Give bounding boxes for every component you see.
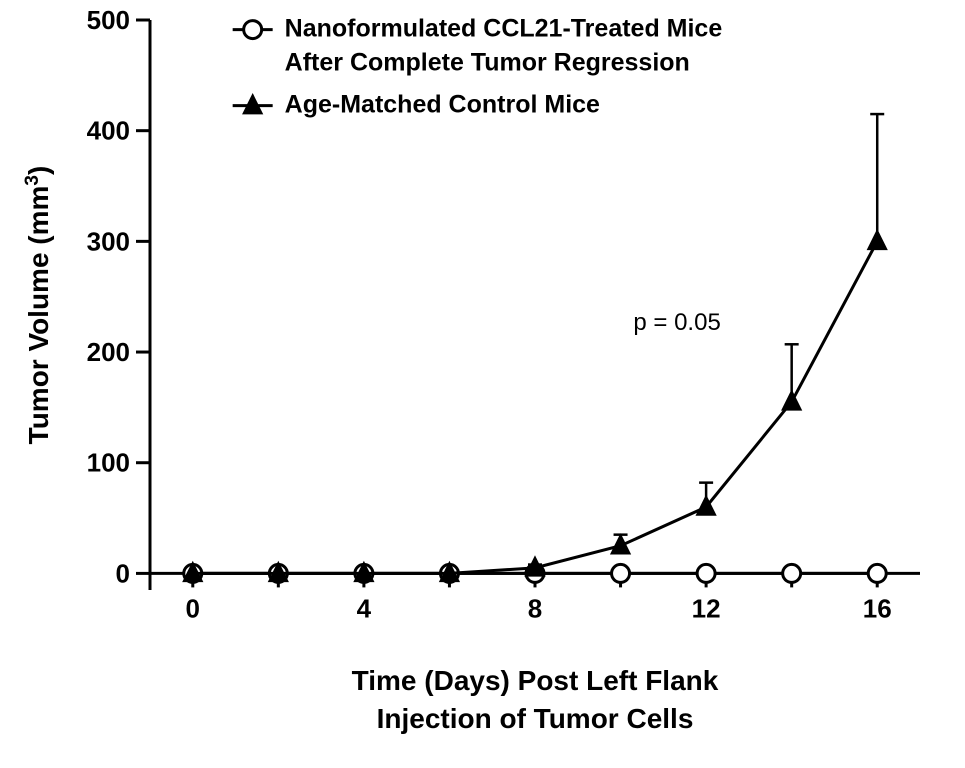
legend-open-circle-icon: [244, 21, 262, 39]
filled-triangle-marker: [783, 391, 801, 409]
x-tick-label: 12: [692, 593, 721, 623]
p-value-annotation: p = 0.05: [633, 309, 720, 336]
legend: Nanoformulated CCL21-Treated Mice After C…: [233, 15, 723, 119]
x-axis-title-line1: Time (Days) Post Left Flank: [352, 665, 719, 696]
x-tick-label: 8: [528, 593, 542, 623]
open-circle-marker: [697, 564, 715, 582]
chart-svg: 0 4 8 12 16 0 100 200 300 400 500 Tumor Volume (mm…: [0, 0, 965, 768]
open-circle-marker: [868, 564, 886, 582]
filled-triangle-marker: [868, 231, 886, 249]
y-tick-label: 400: [87, 116, 130, 146]
chart-container: 0 4 8 12 16 0 100 200 300 400 500 Tumor Volume (mm…: [0, 0, 965, 768]
y-tick-label: 500: [87, 5, 130, 35]
x-tick-label: 4: [357, 593, 372, 623]
y-tick-label: 200: [87, 337, 130, 367]
x-tick-label: 16: [863, 593, 892, 623]
y-tick-label: 100: [87, 448, 130, 478]
open-circle-marker: [612, 564, 630, 582]
series-line: [193, 241, 877, 573]
x-tick-label: 0: [186, 593, 200, 623]
series-group: [184, 114, 886, 582]
x-axis-title-line2: Injection of Tumor Cells: [377, 703, 694, 734]
open-circle-marker: [783, 564, 801, 582]
y-axis-title: Tumor Volume (mm3): [22, 166, 55, 445]
legend-label: Nanoformulated CCL21-Treated Mice: [285, 15, 723, 43]
y-tick-label: 300: [87, 226, 130, 256]
legend-label: After Complete Tumor Regression: [285, 49, 690, 77]
y-tick-label: 0: [116, 558, 130, 588]
legend-label: Age-Matched Control Mice: [285, 91, 600, 119]
